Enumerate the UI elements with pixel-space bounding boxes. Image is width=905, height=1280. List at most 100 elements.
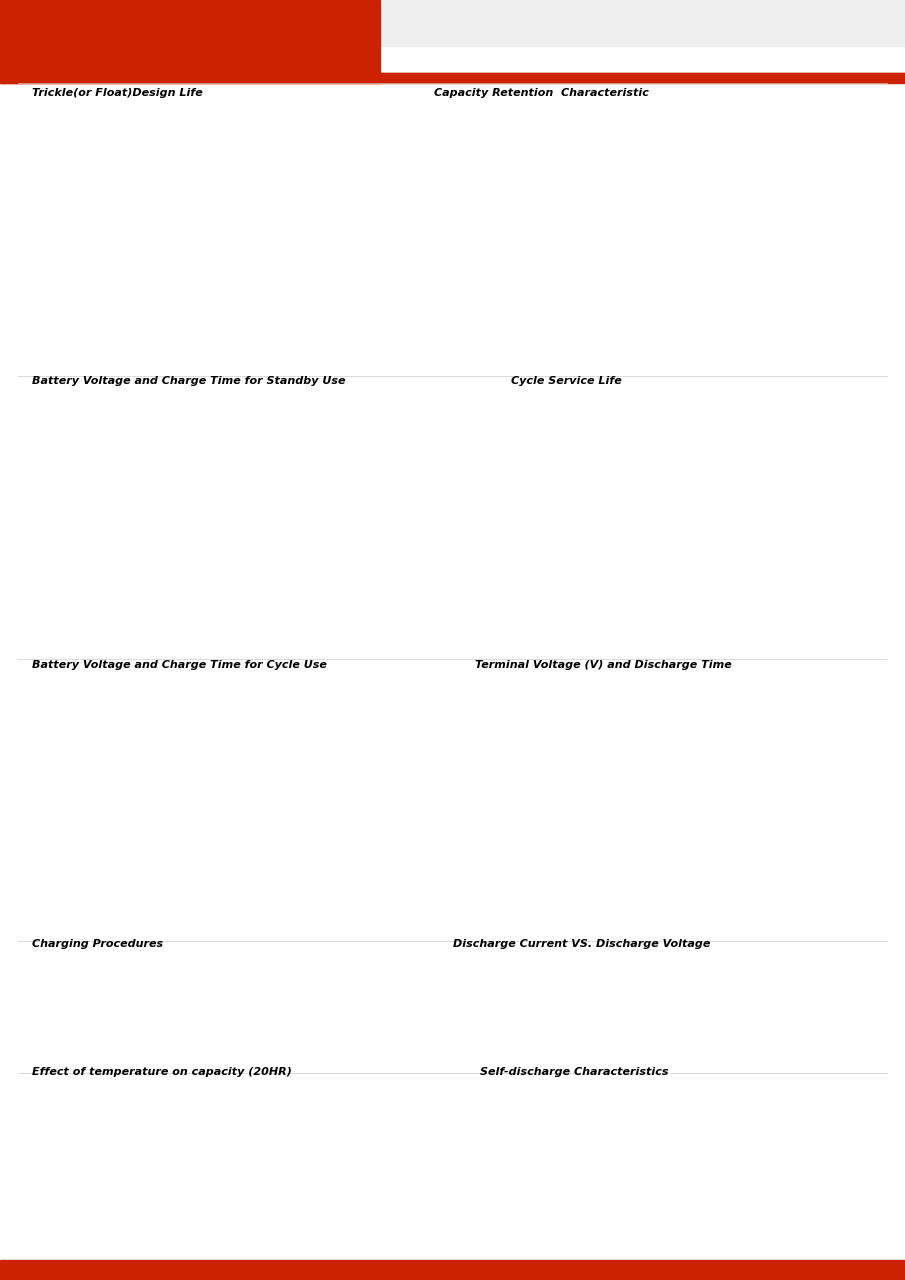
Bar [325, 979, 398, 1030]
Bar [677, 1091, 882, 1125]
Text: 0.2C>(A): 0.2C>(A) [571, 1018, 607, 1027]
Bar [325, 928, 398, 979]
Text: 0.5C<(A)<1.0C: 0.5C<(A)<1.0C [726, 1018, 787, 1027]
Text: Capacity Retention  Characteristic: Capacity Retention Characteristic [434, 88, 649, 99]
Text: Charge Quantity (to-Discharge Quantity)Ratio: Charge Quantity (to-Discharge Quantity)R… [214, 762, 340, 767]
Bar [631, 1001, 715, 1043]
Text: 0.17C: 0.17C [819, 714, 839, 719]
Bar [207, 1184, 402, 1219]
Y-axis label: Charge Quantity (%): Charge Quantity (%) [42, 454, 51, 559]
Text: 102%: 102% [291, 1129, 317, 1138]
Text: Discharge
Current(A): Discharge Current(A) [479, 1012, 520, 1032]
Text: Application: Application [44, 948, 92, 959]
Y-axis label: Battery Voltage (V)/Per Cell: Battery Voltage (V)/Per Cell [459, 447, 468, 567]
Text: Battery Voltage and Charge Time for Standby Use: Battery Voltage and Charge Time for Stan… [32, 376, 345, 387]
Text: 65%: 65% [294, 1230, 314, 1239]
Bar [677, 1125, 882, 1160]
Text: RG0645T1: RG0645T1 [18, 23, 194, 52]
Text: Ambient Temperature:
25°C (77°F): Ambient Temperature: 25°C (77°F) [682, 557, 768, 577]
Text: 6 Months: 6 Months [553, 1172, 595, 1181]
Text: 0.6C: 0.6C [751, 820, 767, 827]
Text: 5°C
(41°F): 5°C (41°F) [870, 175, 896, 195]
Text: 85%: 85% [294, 1197, 314, 1206]
Text: ① Charging Voltage
2.25 V/Cell: ① Charging Voltage 2.25 V/Cell [262, 195, 351, 214]
Y-axis label: Terminal Voltage (V): Terminal Voltage (V) [457, 732, 467, 845]
Bar [547, 960, 631, 1001]
Polygon shape [0, 0, 389, 83]
Text: (A)>1.0C: (A)>1.0C [823, 1018, 859, 1027]
Text: 0.25C: 0.25C [795, 723, 814, 730]
Text: Allowable Range: Allowable Range [245, 987, 315, 997]
Y-axis label: Capacity Retention Ratio (%): Capacity Retention Ratio (%) [453, 148, 462, 297]
Text: 40°C
(104°F): 40°C (104°F) [679, 307, 710, 326]
Text: 30°C
(86°F): 30°C (86°F) [781, 319, 807, 338]
Text: 1.75: 1.75 [580, 977, 598, 986]
Bar [178, 979, 235, 1005]
Text: Self-discharge Characteristics: Self-discharge Characteristics [480, 1068, 668, 1078]
Bar [178, 1005, 235, 1030]
Text: 2.25~2.30: 2.25~2.30 [258, 1038, 302, 1048]
Bar [32, 928, 105, 979]
Text: Battery Voltage: Battery Voltage [238, 707, 298, 716]
Text: 6V  4.5Ah: 6V 4.5Ah [425, 23, 576, 51]
Bar [631, 960, 715, 1001]
Text: Trickle(or Float)Design Life: Trickle(or Float)Design Life [32, 88, 203, 99]
Text: 3 Months: 3 Months [553, 1138, 595, 1147]
Text: 1.60: 1.60 [832, 977, 849, 986]
Bar [471, 1160, 677, 1194]
Text: Cycle Service Life: Cycle Service Life [511, 376, 622, 387]
Bar [105, 1030, 178, 1056]
X-axis label: Charge Time (H): Charge Time (H) [207, 929, 304, 940]
Text: 25 ℃: 25 ℃ [107, 1162, 131, 1172]
Text: 0.05C: 0.05C [885, 704, 905, 710]
X-axis label: Charge Time (H): Charge Time (H) [207, 648, 304, 658]
Text: Discharge
Depth 50%: Discharge Depth 50% [595, 502, 638, 521]
Text: Standby: Standby [51, 1038, 86, 1048]
Polygon shape [0, 73, 905, 83]
Bar [207, 1116, 402, 1151]
Y-axis label: Battery Voltage (V)/Per Cell: Battery Voltage (V)/Per Cell [459, 728, 468, 849]
Text: Charging Procedures: Charging Procedures [32, 940, 163, 950]
Bar [547, 1001, 631, 1043]
Bar [235, 1030, 325, 1056]
Text: 0.3C: 0.3C [350, 1000, 373, 1010]
Text: Temperature: Temperature [115, 987, 168, 997]
X-axis label: Discharge Time (Min): Discharge Time (Min) [620, 929, 738, 940]
Text: ① Discharge
  —100% (0.05CA×20H)
  ----50% (0.05CA×10H)
② Charge
  Charge Voltag: ① Discharge —100% (0.05CA×20H) ----50% (… [234, 512, 310, 559]
Y-axis label: Lift Expectancy (Years): Lift Expectancy (Years) [43, 159, 53, 287]
Text: 1.65: 1.65 [748, 977, 766, 986]
Text: Charge Voltage(V/Cell): Charge Voltage(V/Cell) [167, 961, 262, 972]
Bar [471, 1194, 677, 1229]
Bar [207, 1219, 402, 1252]
Text: 3C: 3C [670, 881, 679, 887]
Bar [798, 1001, 882, 1043]
Text: Set Point: Set Point [188, 987, 225, 997]
Text: 0 ℃: 0 ℃ [110, 1197, 129, 1206]
Text: Charge Quantity (to-Discharge Quantity)Ratio: Charge Quantity (to-Discharge Quantity)R… [214, 480, 340, 485]
Text: Discharge
Depth 30%: Discharge Depth 30% [750, 502, 793, 521]
Bar [32, 1184, 207, 1219]
Bar [32, 1083, 207, 1116]
Text: 2.45: 2.45 [197, 1012, 216, 1023]
Legend: 25°C 77°F, 20°C 68°F: 25°C 77°F, 20°C 68°F [794, 676, 861, 701]
Text: 2C: 2C [693, 878, 702, 884]
Text: Effect of temperature on capacity (20HR): Effect of temperature on capacity (20HR) [32, 1068, 291, 1078]
Bar [677, 1194, 882, 1229]
Bar [32, 1151, 207, 1184]
Bar [105, 1005, 178, 1030]
Text: Cycle Use: Cycle Use [48, 1012, 89, 1023]
Bar [715, 1001, 798, 1043]
Text: Max.Charge
Current: Max.Charge Current [337, 943, 386, 964]
Bar [235, 979, 325, 1005]
Text: 25°C(77°F): 25°C(77°F) [119, 1038, 165, 1048]
Text: 2.40~2.50: 2.40~2.50 [258, 1012, 302, 1023]
Bar [32, 1116, 207, 1151]
Bar [32, 1219, 207, 1252]
Text: Battery Voltage and Charge Time for Cycle Use: Battery Voltage and Charge Time for Cycl… [32, 660, 327, 671]
Bar [798, 960, 882, 1001]
Text: 91%: 91% [769, 1138, 789, 1147]
Text: Min: Min [598, 928, 615, 937]
Text: Temperature: Temperature [90, 1096, 148, 1105]
Bar [677, 1160, 882, 1194]
Text: 12 Months: 12 Months [550, 1207, 597, 1216]
